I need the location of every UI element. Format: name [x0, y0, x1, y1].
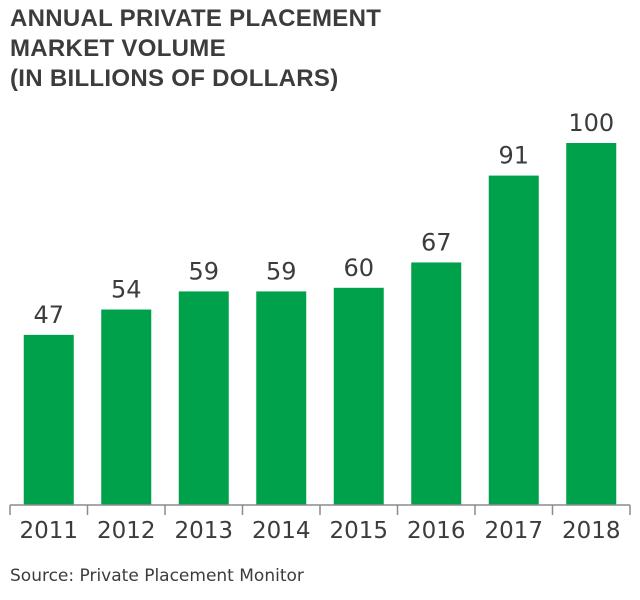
x-ticks-group: [9, 505, 631, 515]
x-label-2017: 2017: [484, 518, 543, 544]
x-labels-group: 2011 2012 2013 2014 2015 2016 2017 2018: [19, 518, 620, 544]
x-label-2014: 2014: [252, 518, 311, 544]
value-label-2014: 59: [266, 257, 297, 285]
x-label-2013: 2013: [174, 518, 233, 544]
value-label-2015: 60: [343, 254, 374, 282]
x-label-2011: 2011: [19, 518, 78, 544]
x-label-2018: 2018: [562, 518, 621, 544]
value-label-2011: 47: [33, 301, 64, 329]
value-label-2018: 100: [568, 109, 614, 137]
chart-title: ANNUAL PRIVATE PLACEMENT MARKET VOLUME (…: [10, 4, 381, 94]
chart-title-line-1: ANNUAL PRIVATE PLACEMENT: [10, 5, 382, 32]
value-label-2012: 54: [111, 276, 142, 304]
bar-2015: [333, 287, 384, 505]
bar-2017: [488, 175, 539, 505]
x-label-2012: 2012: [97, 518, 156, 544]
bar-2014: [256, 291, 307, 505]
x-label-2016: 2016: [407, 518, 466, 544]
source-note: Source: Private Placement Monitor: [10, 566, 304, 586]
value-labels-group: 47 54 59 59 60 67 91 100: [33, 109, 614, 329]
bar-2018: [566, 143, 617, 505]
value-label-2016: 67: [421, 228, 452, 256]
x-label-2015: 2015: [329, 518, 388, 544]
bar-2013: [178, 291, 229, 505]
bar-2016: [411, 262, 462, 505]
value-label-2013: 59: [188, 257, 219, 285]
value-label-2017: 91: [498, 142, 529, 170]
bar-2011: [23, 334, 74, 505]
chart-title-line-3: (IN BILLIONS OF DOLLARS): [10, 65, 339, 92]
chart-title-line-2: MARKET VOLUME: [10, 35, 226, 62]
bars-group: [23, 143, 617, 505]
bar-2012: [101, 309, 152, 505]
